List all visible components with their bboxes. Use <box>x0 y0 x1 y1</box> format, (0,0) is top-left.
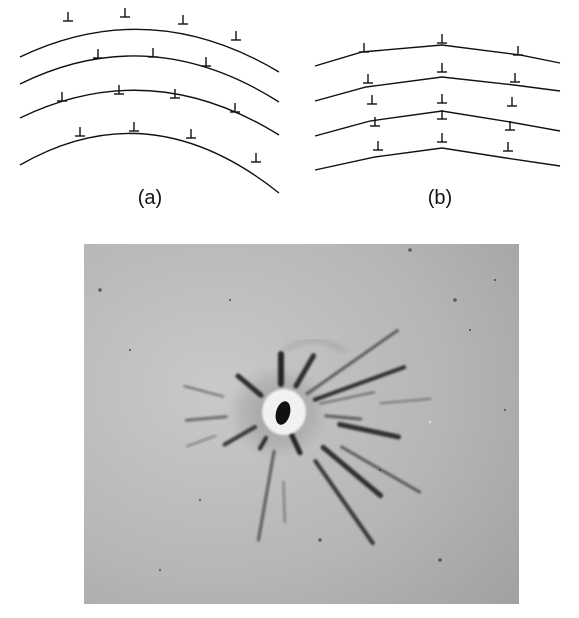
dislocation-symbol <box>129 122 139 132</box>
dislocation-symbol <box>510 73 520 83</box>
photo-speck <box>453 298 457 302</box>
diffraction-streak <box>282 480 286 523</box>
polyline-2 <box>314 76 561 102</box>
photo-speck <box>378 468 382 472</box>
photo-speck <box>318 538 322 542</box>
photo-speck <box>408 248 412 252</box>
dislocation-symbol <box>170 89 180 99</box>
dislocation-symbol <box>57 92 67 102</box>
diffraction-streak <box>258 435 268 451</box>
photo-speck <box>468 328 472 332</box>
faint-arc-streak <box>284 339 346 354</box>
photo-speck <box>438 558 442 562</box>
diffraction-streak <box>184 415 228 422</box>
panel-a-dislocations <box>57 8 261 163</box>
panel-b-polylines <box>314 44 561 171</box>
diffraction-streak <box>324 414 363 421</box>
diffraction-streak <box>222 425 258 447</box>
arc-1 <box>19 28 280 73</box>
dislocation-symbol <box>437 110 447 120</box>
dislocation-symbol <box>437 94 447 104</box>
dislocation-symbol <box>363 74 373 84</box>
dislocation-symbol <box>186 129 196 139</box>
dislocation-symbol <box>63 12 73 22</box>
diffraction-streak <box>305 329 399 396</box>
arc-3 <box>19 89 280 136</box>
photo-speck <box>198 498 202 502</box>
dislocation-symbol <box>373 141 383 151</box>
panel-b-label: (b) <box>428 187 452 209</box>
panel-a-diagram: (a) <box>19 8 280 209</box>
dislocation-symbol <box>75 127 85 137</box>
dislocation-symbol <box>437 34 447 44</box>
photo-speck <box>503 408 507 412</box>
dislocation-symbol <box>507 97 517 107</box>
polyline-3 <box>314 110 561 137</box>
polyline-4 <box>314 147 561 171</box>
photo-speck <box>158 568 162 572</box>
diffraction-streak <box>293 353 316 389</box>
dislocation-symbol <box>148 48 158 58</box>
dislocation-symbol <box>93 49 103 59</box>
photo-specks <box>98 248 507 572</box>
dislocation-symbol <box>367 95 377 105</box>
panel-a-label: (a) <box>138 187 162 209</box>
diffraction-streak <box>289 432 303 456</box>
beam-stop-shadow <box>275 401 291 425</box>
laue-photograph <box>84 244 519 604</box>
panel-b-diagram: (b) <box>314 34 561 209</box>
panel-b-dislocations <box>359 34 523 152</box>
dislocation-symbol <box>437 63 447 73</box>
dislocation-symbol <box>251 153 261 163</box>
diffraction-streak <box>312 365 407 402</box>
panel-a-arcs <box>19 28 280 194</box>
dislocation-symbol <box>230 103 240 113</box>
diffraction-streak <box>256 449 276 542</box>
photo-speck <box>428 420 432 424</box>
dislocation-symbol <box>513 46 523 56</box>
photo-speck <box>493 278 497 282</box>
diffraction-streak <box>320 444 384 499</box>
diffraction-streak <box>379 397 432 405</box>
photo-speck <box>228 298 232 302</box>
arc-4 <box>19 132 280 194</box>
polyline-1 <box>314 44 561 67</box>
photo-speck <box>128 348 132 352</box>
photo-speck <box>98 288 102 292</box>
dislocation-symbol <box>437 133 447 143</box>
laue-streaks <box>183 329 432 546</box>
diffraction-streak <box>313 459 375 546</box>
dislocation-symbol <box>505 121 515 131</box>
dislocation-symbol <box>370 117 380 127</box>
diffraction-streak <box>186 434 217 448</box>
diffraction-streak <box>235 373 264 398</box>
dislocation-symbol <box>201 57 211 67</box>
dislocation-symbol <box>503 142 513 152</box>
dislocation-symbol <box>359 43 369 53</box>
diffraction-streak <box>337 421 401 440</box>
diffraction-streak <box>183 385 225 398</box>
dislocation-symbol <box>231 31 241 41</box>
diffraction-streak <box>319 391 375 405</box>
dislocation-symbol <box>178 15 188 25</box>
arc-2 <box>19 55 280 103</box>
dislocation-symbol <box>120 8 130 18</box>
dislocation-symbol <box>114 85 124 95</box>
